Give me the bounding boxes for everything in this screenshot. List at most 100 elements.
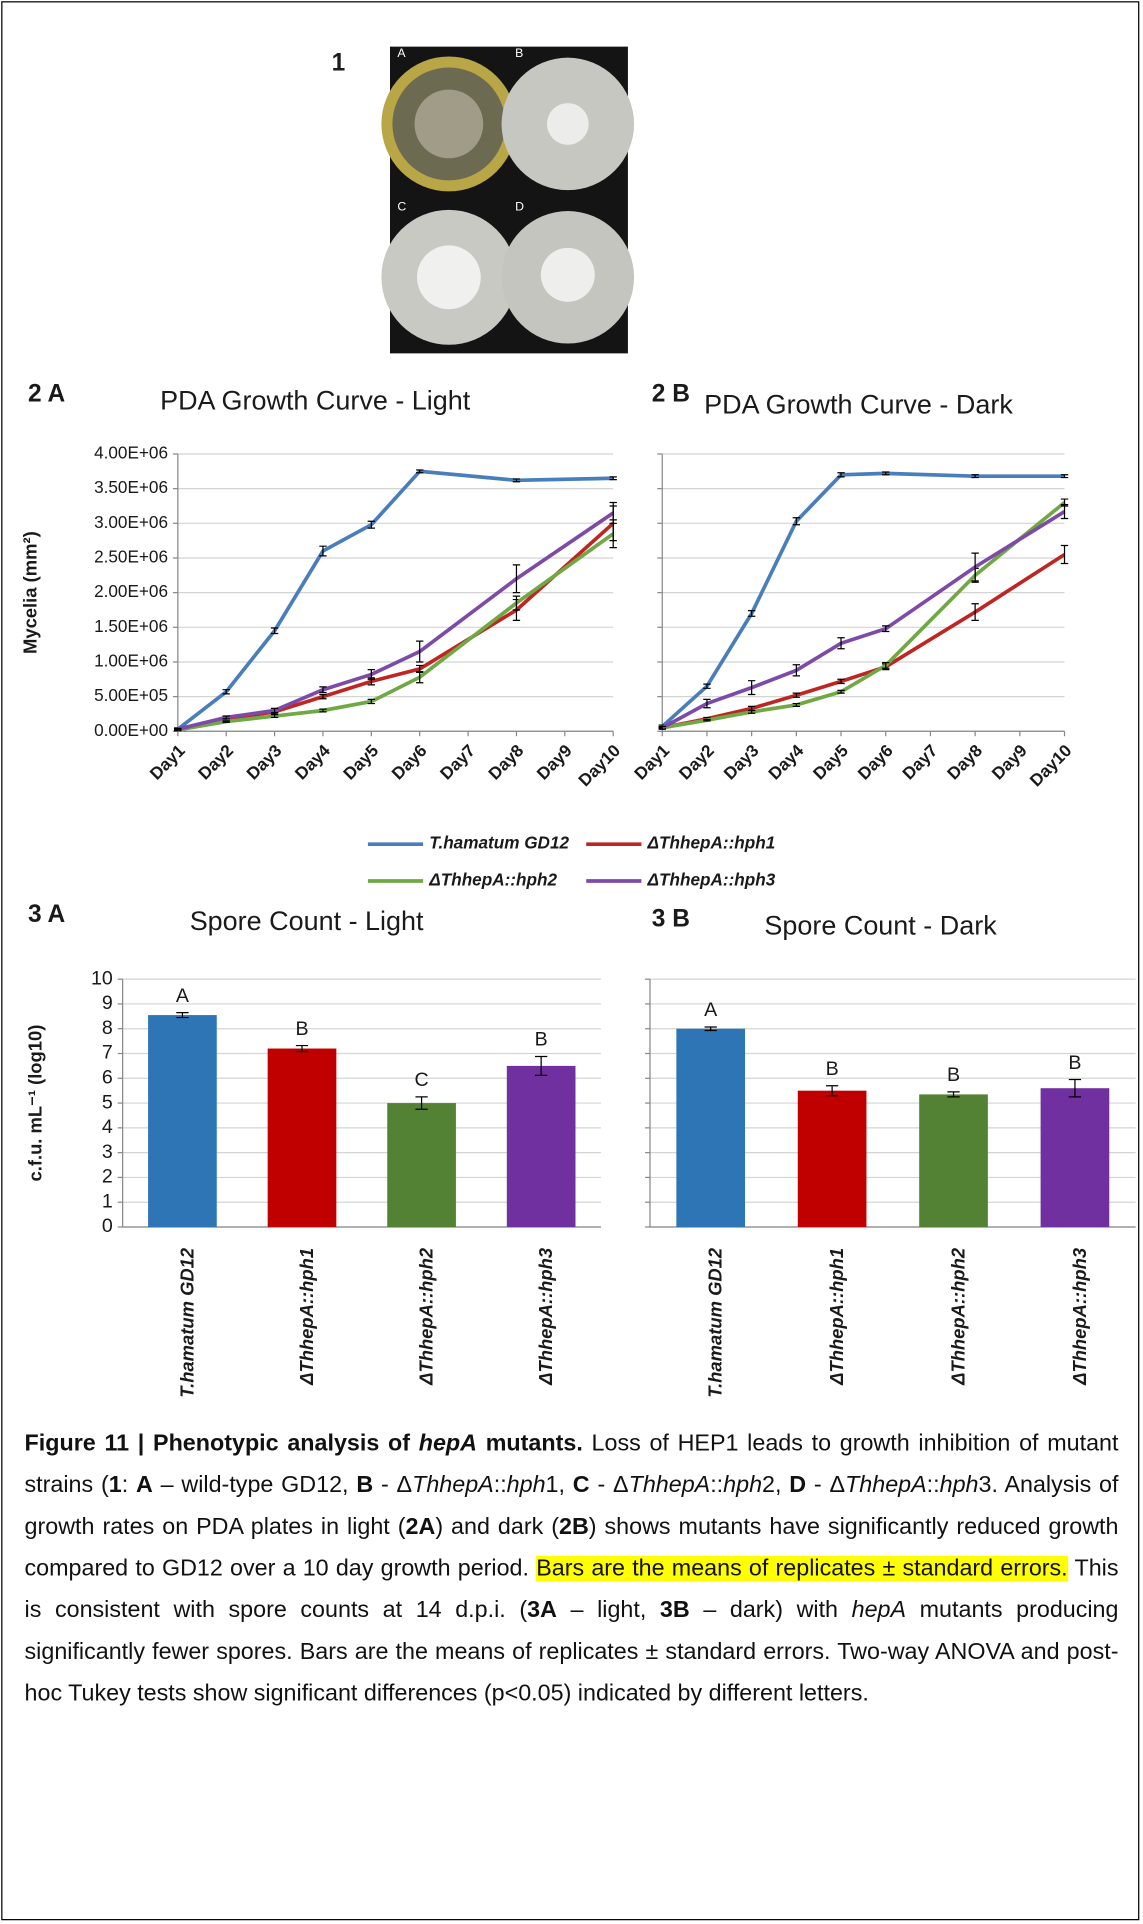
y-tick-label: 4 <box>102 1116 113 1138</box>
panel-label: 1 <box>332 49 346 76</box>
series-line <box>662 503 1064 728</box>
x-tick-label: Day1 <box>146 740 189 783</box>
y-tick-label: 8 <box>102 1017 113 1039</box>
x-tick-label: Day7 <box>898 740 941 783</box>
legend-label: ΔThhepA::hph3 <box>647 870 776 890</box>
colony <box>417 245 481 309</box>
x-tick-label: Day9 <box>988 740 1031 783</box>
x-tick-label: Day7 <box>436 740 479 783</box>
x-tick-label: Day10 <box>574 740 624 790</box>
caption-run: hph <box>507 1472 546 1498</box>
y-tick-label: 1 <box>102 1190 113 1212</box>
y-tick-label: 1.50E+06 <box>94 616 168 636</box>
figure-caption: Figure 11 | Phenotypic analysis of hepA … <box>25 1423 1119 1715</box>
x-tick-label: ΔThhepA::hph1 <box>826 1248 847 1386</box>
plate-photo: A B C D <box>381 46 634 353</box>
caption-run: - Δ <box>373 1472 412 1498</box>
caption-run: 2A <box>406 1514 436 1540</box>
x-tick-label: Day5 <box>809 740 852 783</box>
y-tick-label: 5 <box>102 1091 113 1113</box>
caption-run: – light, <box>557 1598 660 1624</box>
bar <box>507 1066 576 1227</box>
caption-run: Figure 11 | Phenotypic analysis of <box>25 1431 419 1457</box>
caption-run: 2B <box>559 1514 589 1540</box>
x-tick-label: Day6 <box>854 740 897 783</box>
chart-title: Spore Count - Dark <box>764 911 997 941</box>
caption-run: ThhepA <box>629 1472 711 1498</box>
x-tick-label: Day4 <box>764 740 807 783</box>
plate-label: D <box>515 200 524 214</box>
significance-letter: B <box>1068 1052 1081 1074</box>
significance-letter: A <box>176 985 190 1007</box>
caption-run: ) and dark ( <box>435 1514 559 1540</box>
colony <box>541 248 595 302</box>
caption-run: - Δ <box>806 1472 845 1498</box>
x-tick-label: Day10 <box>1026 740 1076 790</box>
bar <box>919 1094 988 1227</box>
caption-run: :: <box>927 1472 940 1498</box>
chart-title: PDA Growth Curve - Light <box>160 386 471 416</box>
bar <box>1041 1088 1110 1227</box>
bar <box>268 1049 337 1227</box>
x-tick-label: Day5 <box>339 740 382 783</box>
caption-run: 2, <box>762 1472 789 1498</box>
significance-letter: A <box>704 999 718 1021</box>
legend-label: ΔThhepA::hph2 <box>428 870 557 890</box>
panel-label: 2 A <box>28 381 66 408</box>
y-tick-label: 3.00E+06 <box>94 512 168 532</box>
bar <box>676 1029 745 1227</box>
caption-run: hph <box>940 1472 979 1498</box>
bar <box>148 1015 217 1227</box>
y-axis-label: Mycelia (mm²) <box>20 531 41 654</box>
y-tick-label: 6 <box>102 1066 113 1088</box>
x-tick-label: T.hamatum GD12 <box>176 1247 197 1398</box>
series-line <box>178 534 613 730</box>
plate-label: C <box>397 200 406 214</box>
series-line <box>662 512 1064 728</box>
caption-run: ThhepA <box>845 1472 927 1498</box>
chart-title: PDA Growth Curve - Dark <box>704 389 1013 419</box>
caption-run: hepA <box>852 1598 906 1624</box>
x-tick-label: Day3 <box>242 740 285 783</box>
caption-run: 1 <box>109 1472 122 1498</box>
y-axis-label: c.f.u. mL⁻¹ (log10) <box>25 1025 46 1182</box>
caption-run: – wild-type GD12, <box>153 1472 356 1498</box>
y-tick-label: 10 <box>91 967 113 989</box>
caption-run: 3B <box>660 1598 690 1624</box>
caption-run: 1, <box>546 1472 573 1498</box>
caption-run: mutants. <box>477 1431 583 1457</box>
x-tick-label: ΔThhepA::hph2 <box>416 1247 437 1386</box>
caption-run: hepA <box>419 1431 477 1457</box>
significance-letter: B <box>295 1018 308 1040</box>
caption-run: hph <box>723 1472 762 1498</box>
caption-run: C <box>573 1472 590 1498</box>
panel-label: 2 B <box>652 381 690 408</box>
plate-label: A <box>397 46 406 60</box>
chart-title: Spore Count - Light <box>190 906 424 936</box>
significance-letter: C <box>414 1069 428 1091</box>
x-tick-label: Day1 <box>630 740 673 783</box>
y-tick-label: 3 <box>102 1141 113 1163</box>
x-tick-label: Day4 <box>291 740 334 783</box>
caption-run: - Δ <box>590 1472 629 1498</box>
panel-label: 3 A <box>28 901 66 928</box>
caption-run: 3A <box>527 1598 557 1624</box>
significance-letter: B <box>947 1064 960 1086</box>
colony <box>547 103 589 145</box>
caption-run: : <box>122 1472 136 1498</box>
caption-run: :: <box>710 1472 723 1498</box>
y-tick-label: 2 <box>102 1166 113 1188</box>
caption-run: – dark) with <box>690 1598 852 1624</box>
caption-run: :: <box>494 1472 507 1498</box>
y-tick-label: 3.50E+06 <box>94 477 168 497</box>
plate-center <box>415 90 484 159</box>
x-tick-label: Day8 <box>943 740 986 783</box>
legend-label: T.hamatum GD12 <box>429 833 569 853</box>
x-tick-label: ΔThhepA::hph3 <box>1069 1247 1090 1386</box>
x-tick-label: Day2 <box>194 740 237 783</box>
x-tick-label: ΔThhepA::hph3 <box>535 1247 556 1386</box>
y-tick-label: 2.00E+06 <box>94 581 168 601</box>
x-tick-label: Day3 <box>719 740 762 783</box>
y-tick-label: 2.50E+06 <box>94 547 168 567</box>
series-line <box>662 555 1064 728</box>
